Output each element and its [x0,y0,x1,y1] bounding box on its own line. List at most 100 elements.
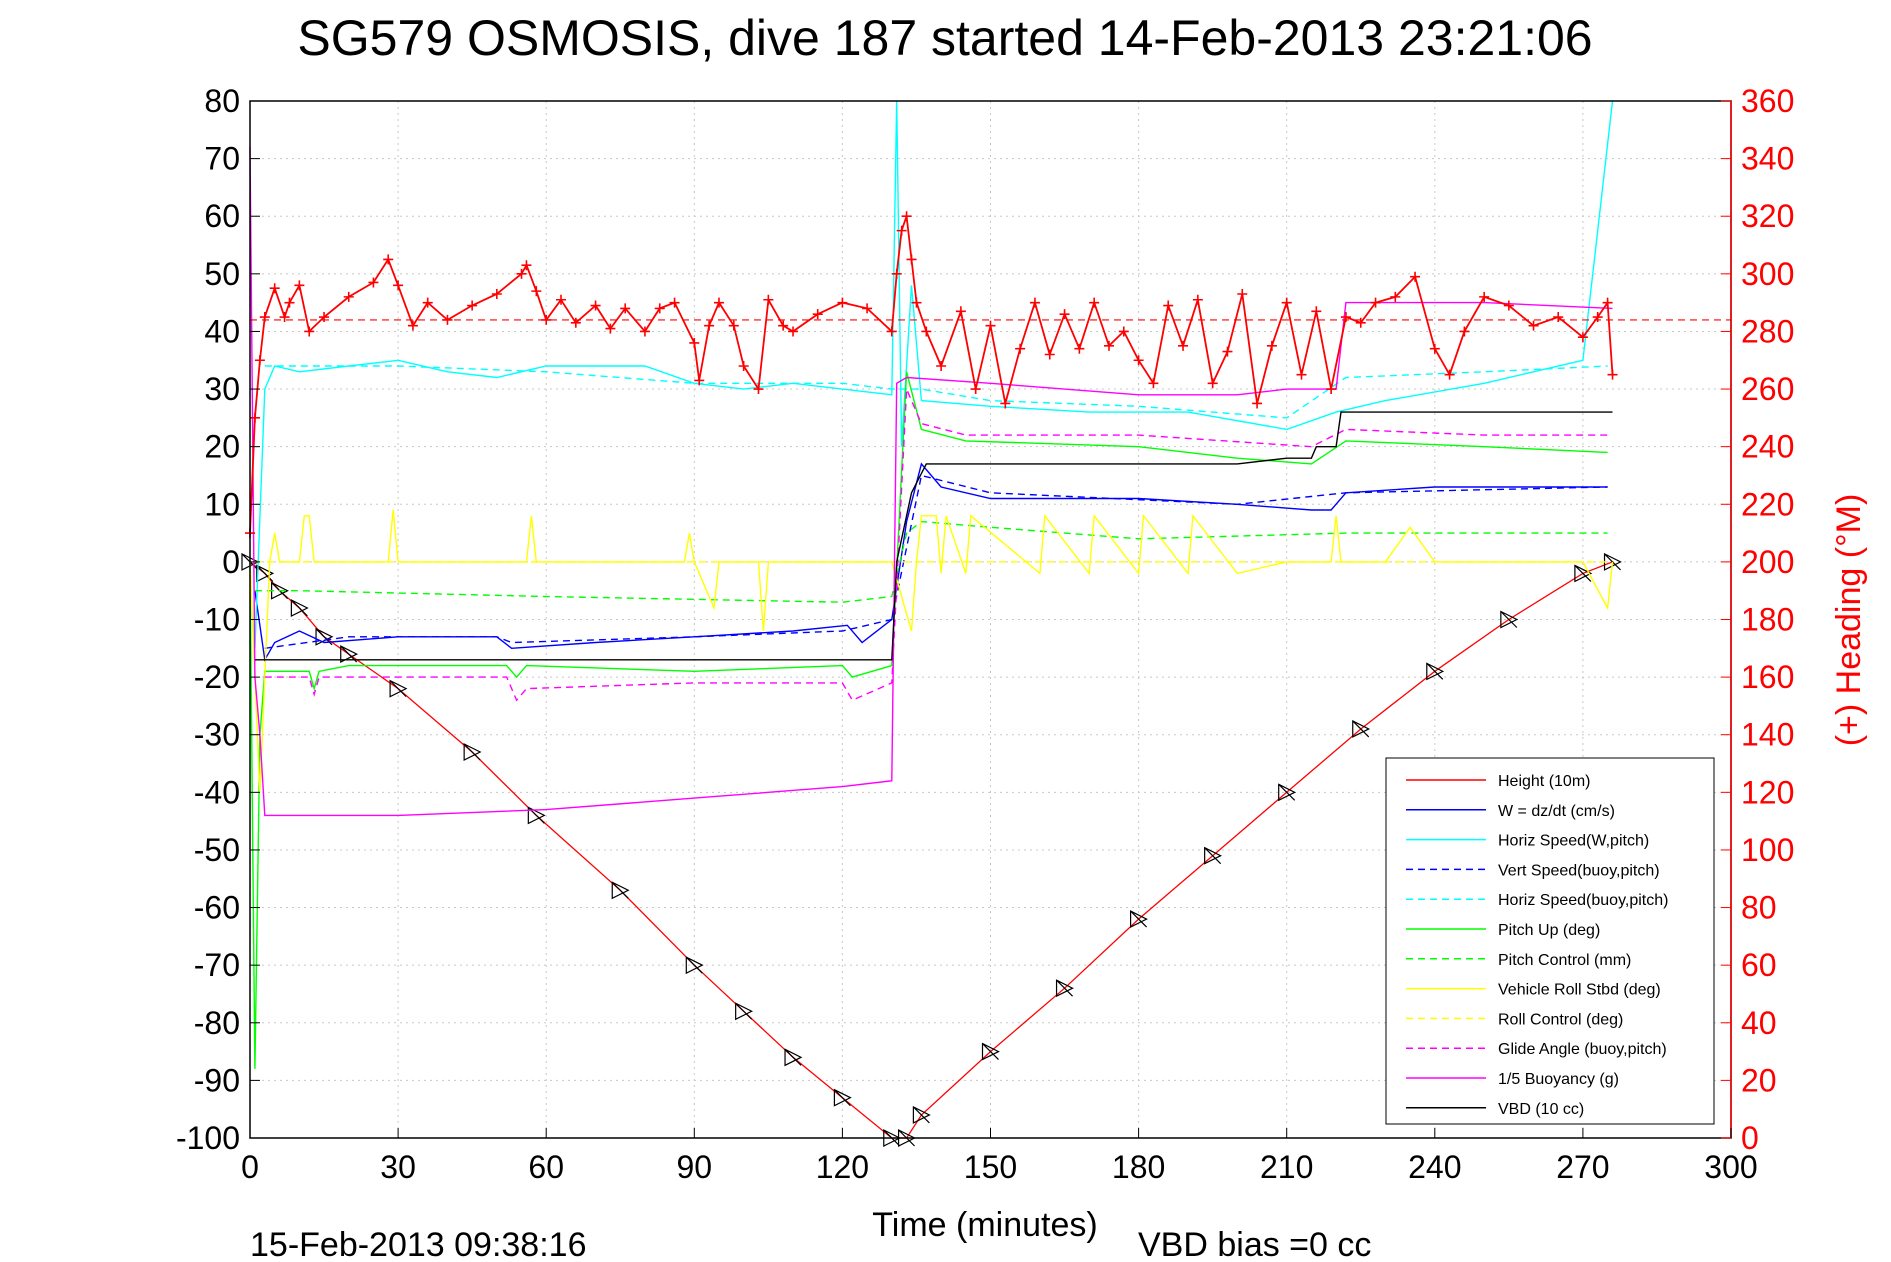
height-marker [463,743,482,761]
x-tick-label: 30 [380,1149,416,1185]
y-tick-label: 60 [204,198,240,234]
series-vbd-line [254,411,1613,661]
heading-point [1207,378,1218,389]
footer-vbd-bias: VBD bias =0 cc [1138,1226,1371,1262]
heading-point [1222,346,1233,357]
height-marker [685,956,704,975]
heading-point [837,297,848,308]
height-marker [1204,846,1222,865]
y-tick-label: -80 [194,1005,240,1041]
heading-point [407,320,418,331]
heading-point [319,312,330,323]
y-tick-label: -20 [194,659,240,695]
heading-point [936,361,947,372]
heading-point [1281,297,1292,308]
right-y-tick-label: 160 [1741,659,1794,695]
height-marker [1352,719,1371,738]
series-horiz-buoy-line [264,365,1608,419]
y-tick-label: -40 [194,774,240,810]
legend-label-vert-buoy: Vert Speed(buoy,pitch) [1498,862,1660,879]
x-tick-label: 300 [1704,1149,1757,1185]
heading-point [788,326,799,337]
y-tick-label: 10 [204,486,240,522]
heading-point [556,294,567,305]
right-y-axis-label: (+) Heading (°M) [1830,494,1868,747]
right-y-tick-label: 0 [1741,1120,1759,1156]
x-tick-label: 210 [1260,1149,1313,1185]
heading-point [1340,312,1351,323]
x-tick-label: 120 [816,1149,869,1185]
x-tick-label: 150 [964,1149,1017,1185]
heading-point [921,326,932,337]
heading-line [249,215,1614,534]
height-marker [256,564,275,583]
heading-point [1237,288,1248,299]
height-marker [784,1048,803,1067]
heading-point [1252,398,1263,409]
heading-point [1503,300,1514,311]
series-vert-buoy-line [264,474,1608,649]
legend-label-w: W = dz/dt (cm/s) [1498,803,1615,820]
heading-point [368,277,379,288]
x-axis-label: Time (minutes) [872,1206,1097,1244]
height-marker [735,1002,754,1021]
legend-label-buoyancy: 1/5 Buoyancy (g) [1498,1071,1619,1088]
heading-point [1089,297,1100,308]
heading-point [531,286,542,297]
heading-point [590,300,601,311]
legend-label-pitch: Pitch Up (deg) [1498,922,1600,939]
heading-point [1459,326,1470,337]
right-y-axis-ticks: 3603403203002802602402202001801601401201… [1721,83,1794,1156]
y-tick-label: 40 [204,313,240,349]
y-tick-label: 70 [204,141,240,177]
heading-point [1192,294,1203,305]
heading-point [1528,320,1539,331]
heading-point [442,314,453,325]
height-marker [1500,610,1519,629]
y-tick-label: -70 [194,947,240,983]
series-horiz-line [254,100,1614,649]
legend-label-roll-ctrl: Roll Control (deg) [1498,1011,1623,1028]
heading-point [393,280,404,291]
x-tick-label: 270 [1556,1149,1609,1185]
legend-label-horiz: Horiz Speed(W,pitch) [1498,833,1649,850]
series-buoyancy-line [249,147,1613,817]
height-marker [1055,979,1074,998]
heading-point [304,326,315,337]
heading-point [1296,369,1307,380]
height-marker [1278,783,1297,802]
y-tick-label: -30 [194,717,240,753]
heading-point [605,323,616,334]
heading-point [1444,369,1455,380]
legend: Height (10m) W = dz/dt (cm/s) Horiz Speed(… [1385,757,1715,1125]
right-y-tick-label: 320 [1741,198,1794,234]
heading-point [620,303,631,314]
x-tick-label: 180 [1112,1149,1165,1185]
x-axis-ticks: 0 30 60 90 120 150 180 210 240 270 300 [241,1128,1758,1185]
heading-point [279,312,290,323]
right-y-tick-label: 60 [1741,947,1777,983]
heading-point [1429,343,1440,354]
y-tick-label: -10 [194,602,240,638]
heading-point [738,361,749,372]
heading-point [654,303,665,314]
heading-point [985,320,996,331]
heading-point [1118,326,1129,337]
y-tick-label: -100 [176,1120,240,1156]
heading-point [491,288,502,299]
heading-point [1044,349,1055,360]
heading-point [541,314,552,325]
heading-point [1059,309,1070,320]
legend-box [1385,757,1715,1125]
heading-point [1015,343,1026,354]
heading-point [1355,317,1366,328]
heading-point [911,297,922,308]
right-y-tick-label: 240 [1741,429,1794,465]
heading-point [901,211,912,222]
right-y-tick-label: 300 [1741,256,1794,292]
heading-point [1326,384,1337,395]
heading-point [753,384,764,395]
legend-label-vbd: VBD (10 cc) [1498,1101,1584,1118]
footer-timestamp: 15-Feb-2013 09:38:16 [250,1226,586,1262]
